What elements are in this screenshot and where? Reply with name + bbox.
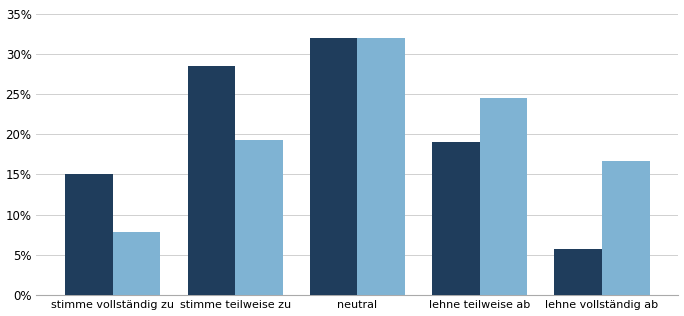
Bar — [602, 161, 650, 295]
Bar — [187, 66, 235, 295]
Bar — [432, 142, 479, 295]
Bar — [479, 98, 527, 295]
Bar — [113, 232, 161, 295]
Bar — [310, 38, 358, 295]
Bar — [555, 249, 602, 295]
Bar — [235, 140, 282, 295]
Bar — [65, 174, 113, 295]
Bar — [358, 38, 405, 295]
